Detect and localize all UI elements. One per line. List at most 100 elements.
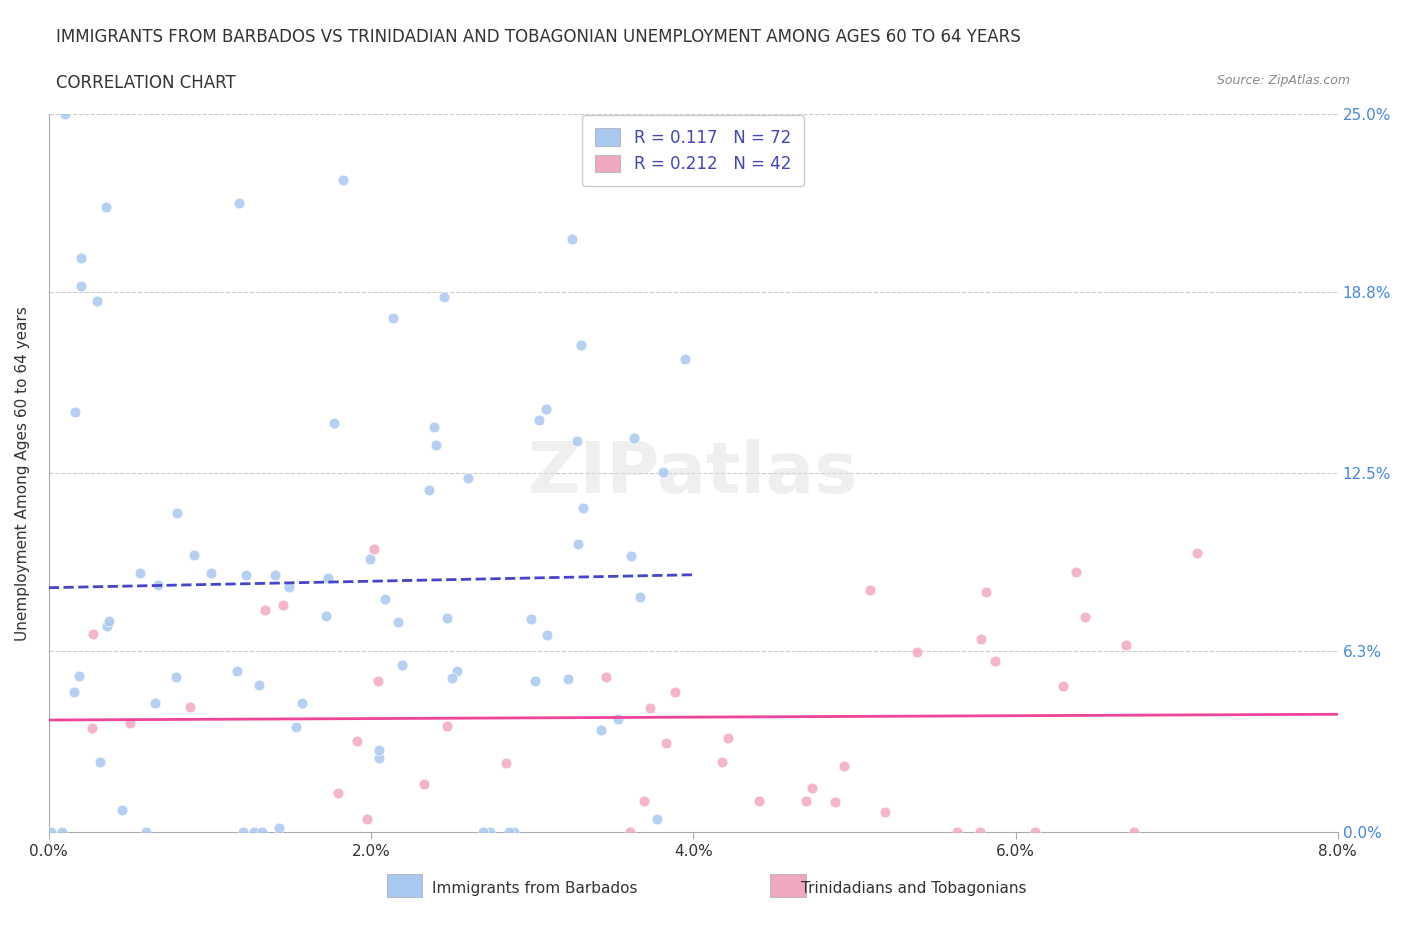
Point	[51, 825, 73, 840]
Point	[120, 715, 142, 730]
Point	[86, 293, 108, 308]
Point	[98, 614, 121, 629]
Point	[794, 793, 817, 808]
Point	[267, 821, 290, 836]
Point	[534, 402, 557, 417]
Point	[565, 433, 588, 448]
Point	[569, 338, 592, 352]
Point	[94, 199, 117, 214]
Point	[503, 825, 526, 840]
Point	[315, 609, 337, 624]
Point	[247, 678, 270, 693]
Point	[824, 794, 846, 809]
Point	[135, 825, 157, 840]
Point	[63, 405, 86, 419]
Point	[235, 567, 257, 582]
Point	[413, 777, 436, 791]
Point	[716, 730, 738, 745]
Point	[264, 567, 287, 582]
Point	[89, 754, 111, 769]
Point	[228, 195, 250, 210]
Point	[253, 603, 276, 618]
Point	[436, 611, 458, 626]
Point	[346, 734, 368, 749]
Point	[143, 696, 166, 711]
Point	[418, 483, 440, 498]
Point	[243, 825, 266, 840]
Point	[498, 825, 520, 840]
Point	[200, 565, 222, 580]
Point	[1024, 825, 1046, 840]
Point	[250, 825, 273, 840]
Point	[391, 658, 413, 673]
Legend: R = 0.117   N = 72, R = 0.212   N = 42: R = 0.117 N = 72, R = 0.212 N = 42	[582, 115, 804, 187]
Y-axis label: Unemployment Among Ages 60 to 64 years: Unemployment Among Ages 60 to 64 years	[15, 306, 30, 641]
Point	[974, 584, 997, 599]
Point	[363, 541, 385, 556]
Point	[39, 825, 62, 840]
Point	[620, 549, 643, 564]
Point	[800, 781, 823, 796]
Point	[183, 547, 205, 562]
Text: ZIPatlas: ZIPatlas	[529, 439, 858, 508]
Point	[619, 825, 641, 840]
Point	[832, 758, 855, 773]
Point	[495, 755, 517, 770]
Point	[436, 719, 458, 734]
Point	[356, 811, 378, 826]
Point	[479, 825, 502, 840]
Point	[63, 684, 86, 699]
Point	[536, 628, 558, 643]
Point	[67, 669, 90, 684]
Point	[53, 107, 76, 122]
Point	[859, 583, 882, 598]
Point	[945, 825, 967, 840]
Point	[82, 627, 104, 642]
Text: Trinidadians and Tobagonians: Trinidadians and Tobagonians	[801, 881, 1026, 896]
Point	[748, 793, 770, 808]
Point	[1122, 825, 1144, 840]
Point	[595, 670, 617, 684]
Point	[628, 590, 651, 604]
Text: IMMIGRANTS FROM BARBADOS VS TRINIDADIAN AND TOBAGONIAN UNEMPLOYMENT AMONG AGES 6: IMMIGRANTS FROM BARBADOS VS TRINIDADIAN …	[56, 28, 1021, 46]
Point	[561, 232, 583, 246]
Text: Source: ZipAtlas.com: Source: ZipAtlas.com	[1216, 74, 1350, 87]
Point	[905, 644, 928, 659]
Point	[322, 416, 344, 431]
Point	[1052, 679, 1074, 694]
Point	[633, 794, 655, 809]
Point	[129, 565, 152, 580]
Point	[70, 279, 93, 294]
Point	[589, 723, 612, 737]
Point	[711, 755, 734, 770]
Point	[640, 701, 662, 716]
Point	[527, 413, 550, 428]
Point	[970, 631, 993, 646]
Point	[367, 673, 389, 688]
Point	[1074, 610, 1097, 625]
Point	[472, 825, 495, 840]
Point	[232, 825, 254, 840]
Point	[873, 804, 896, 819]
Point	[567, 537, 589, 551]
Point	[368, 742, 391, 757]
Point	[326, 786, 349, 801]
Point	[179, 699, 201, 714]
Point	[387, 615, 409, 630]
Point	[165, 670, 187, 684]
Point	[1115, 637, 1137, 652]
Point	[374, 591, 396, 606]
Point	[457, 471, 479, 485]
Point	[623, 431, 645, 445]
Point	[423, 419, 446, 434]
Text: CORRELATION CHART: CORRELATION CHART	[56, 74, 236, 92]
Point	[647, 811, 669, 826]
Point	[359, 551, 381, 566]
Point	[984, 654, 1007, 669]
Point	[332, 172, 354, 187]
Point	[82, 720, 104, 735]
Point	[291, 695, 314, 710]
Point	[557, 672, 579, 687]
Point	[1185, 546, 1208, 561]
Point	[278, 579, 301, 594]
